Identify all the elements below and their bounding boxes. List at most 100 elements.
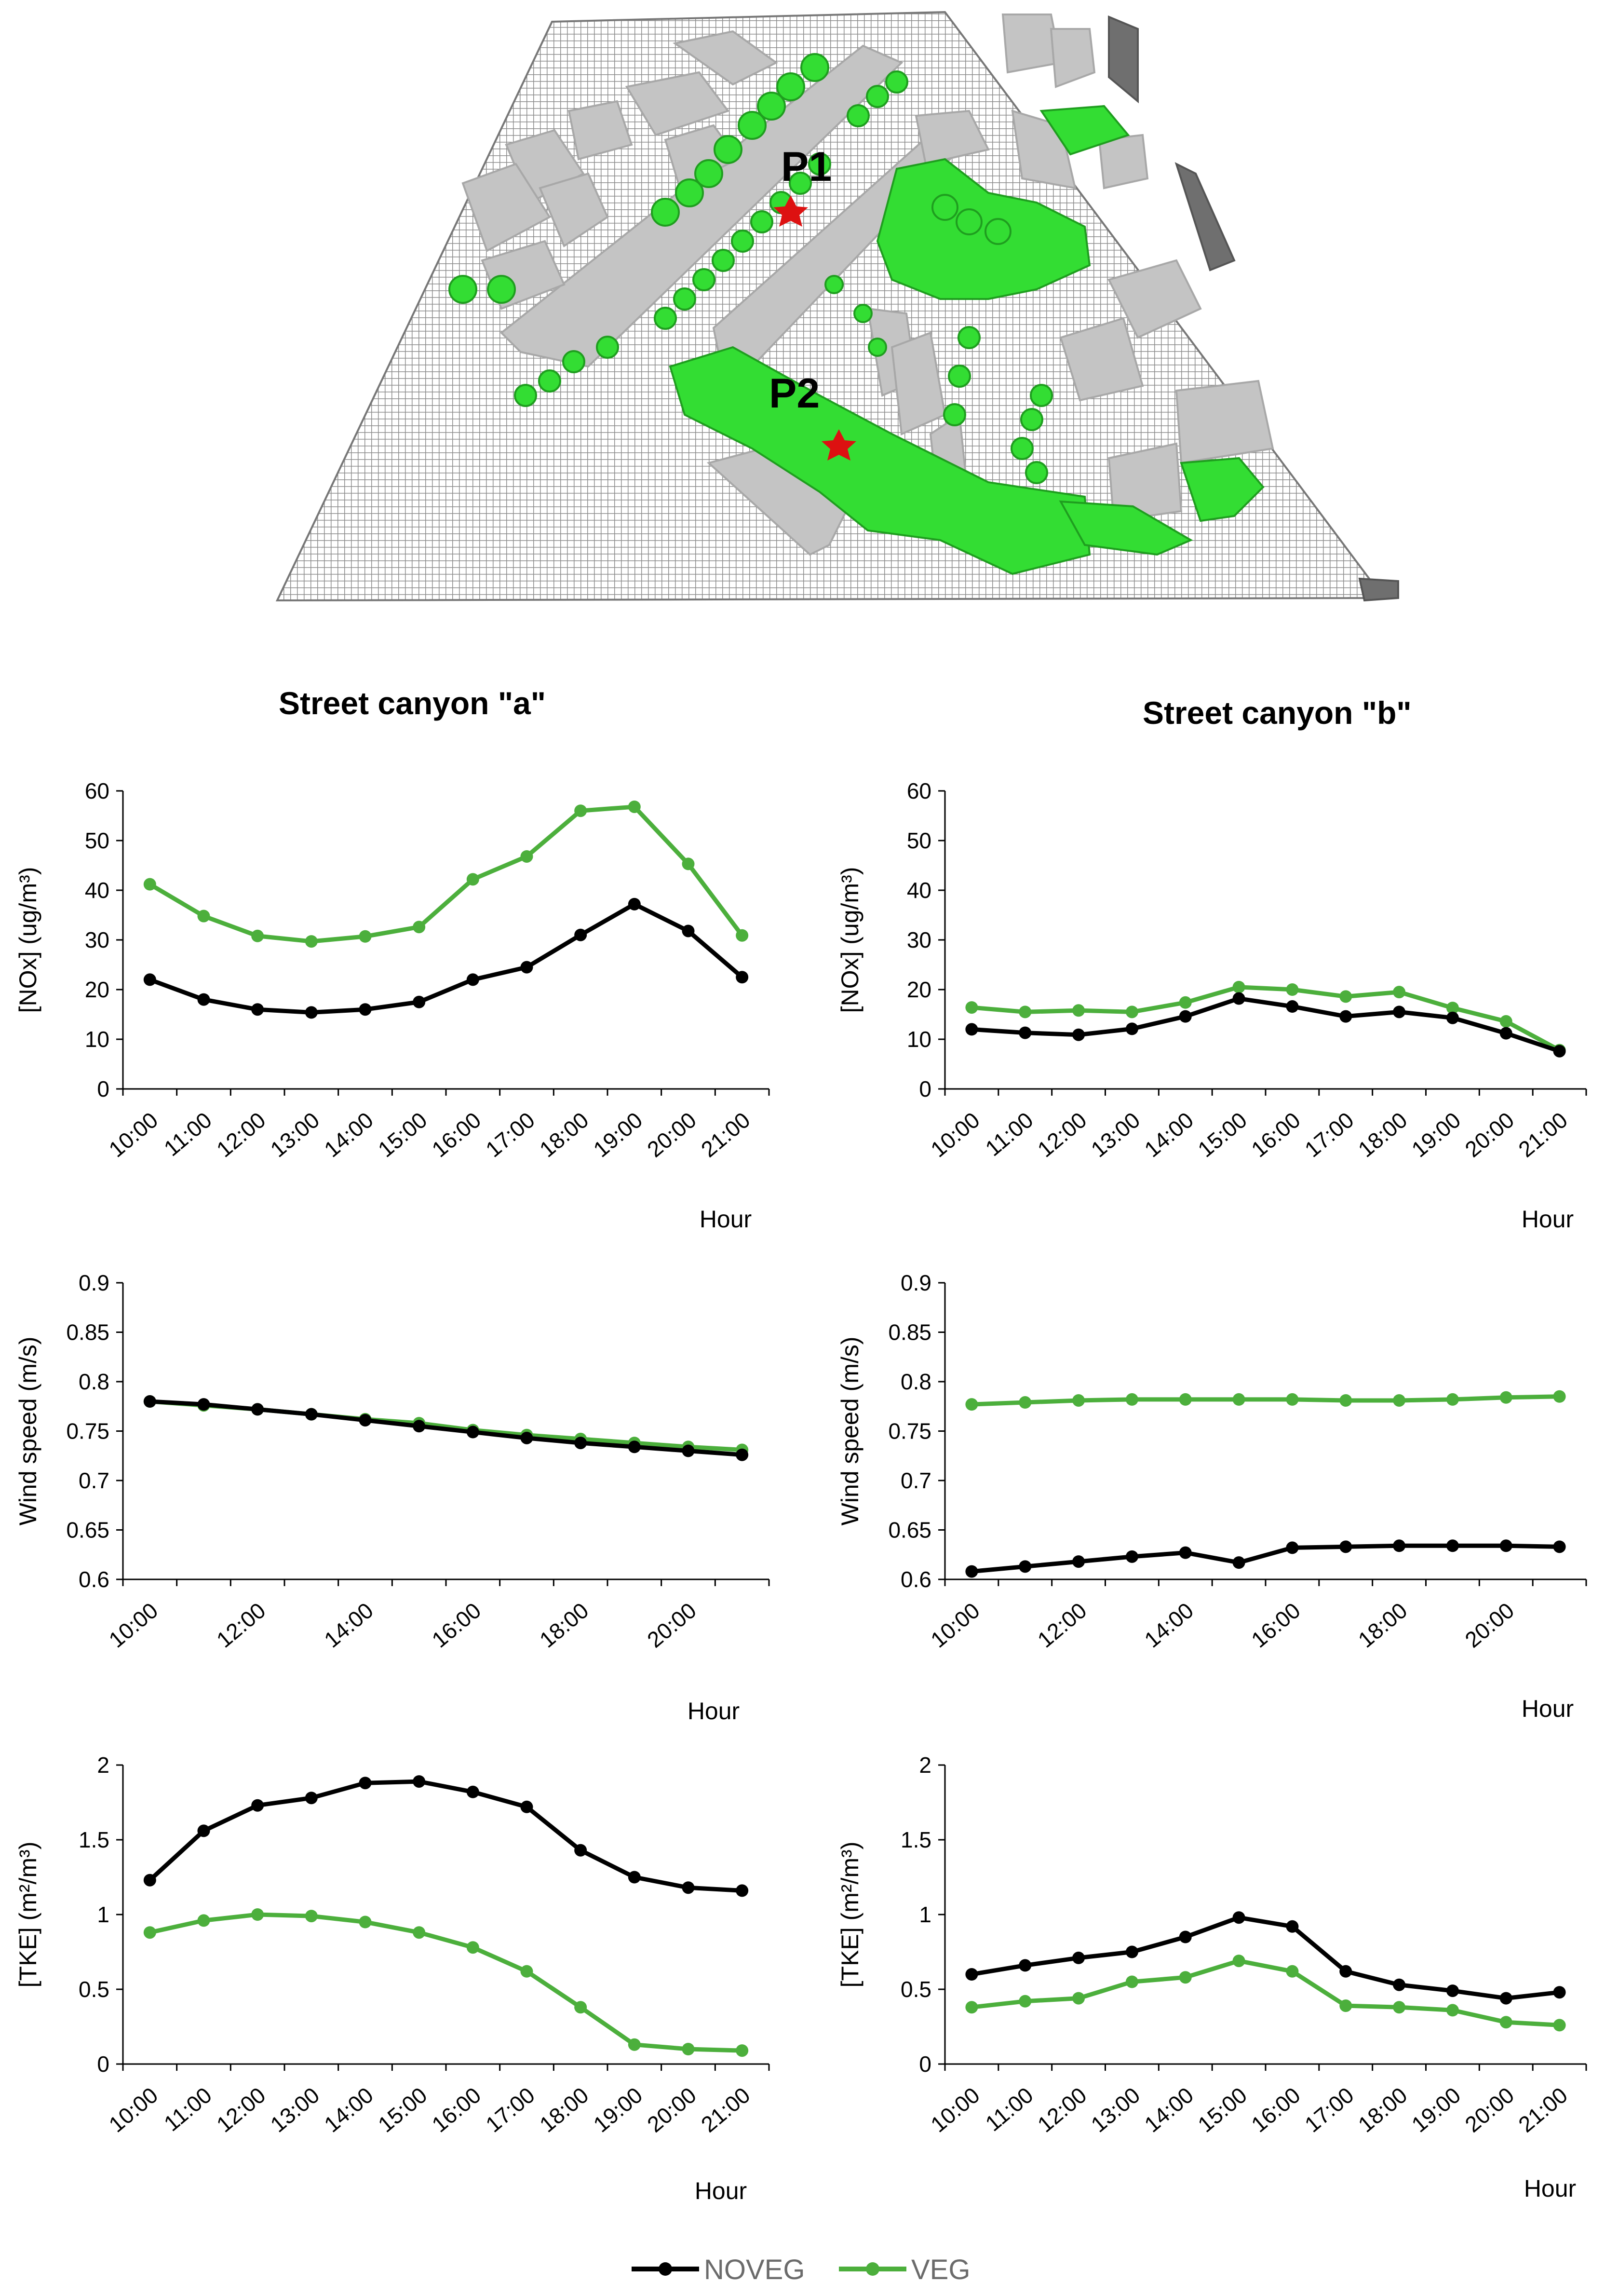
y-tick-label: 0.75 [888,1419,931,1444]
data-point-noveg [1446,1011,1459,1024]
x-tick-label: 18:00 [1353,1598,1412,1653]
x-tick-label: 13:00 [266,2082,324,2137]
data-point-veg [965,1398,978,1411]
x-tick-label: 11:00 [981,2082,1038,2136]
x-tick-label: 20:00 [1460,1107,1519,1162]
data-point-veg [1339,1394,1352,1407]
x-tick-label: 10:00 [104,1107,163,1162]
series-line-noveg [971,1915,1560,2001]
data-point-veg [628,2038,641,2051]
data-point-veg [520,850,533,863]
data-point-noveg [574,1844,587,1857]
series-line-veg [971,1958,1560,2027]
x-tick-label: 10:00 [104,1598,163,1653]
x-tick-label: 19:00 [1407,2082,1466,2137]
data-point-noveg [682,924,695,937]
data-point-noveg [1393,1539,1406,1552]
x-tick-label: 12:00 [1033,1598,1092,1653]
legend-noveg-marker [659,2262,672,2276]
x-tick-label: 12:00 [212,1598,270,1653]
y-axis-title: Wind speed (m/s) [14,1337,41,1526]
y-tick-label: 30 [907,927,931,952]
x-tick-label: 11:00 [159,1107,216,1161]
data-point-veg [1072,1992,1085,2005]
x-tick-label: 11:00 [981,1107,1038,1161]
x-tick-label: 17:00 [1300,1107,1359,1162]
data-point-veg [1286,983,1299,996]
y-tick-label: 0.6 [901,1567,931,1592]
x-tick-label: 10:00 [104,2082,163,2137]
y-tick-label: 0.9 [79,1270,109,1295]
series-line-veg [148,804,744,944]
data-point-noveg [305,1408,318,1421]
data-point-veg [305,935,318,948]
x-tick-label: 21:00 [1513,2082,1572,2137]
data-point-noveg [1393,1978,1406,1991]
data-point-veg [1446,1002,1459,1015]
x-tick-label: 16:00 [427,1107,486,1162]
data-point-veg [1072,1394,1085,1407]
legend-noveg-label: NOVEG [704,2254,805,2285]
data-point-veg [1232,1955,1245,1968]
y-tick-label: 0.85 [888,1320,931,1345]
y-tick-label: 10 [907,1027,931,1052]
x-tick-label: 14:00 [319,1598,378,1653]
data-point-noveg [466,973,479,986]
x-tick-label: 14:00 [1140,1107,1199,1162]
chart-tke_b: 00.511.5210:0011:0012:0013:0014:0015:001… [836,1753,1587,2202]
data-point-veg [1339,1999,1352,2012]
y-tick-label: 50 [85,828,109,853]
x-tick-label: 15:00 [373,1107,432,1162]
series-line-veg [971,1394,1560,1407]
x-tick-label: 20:00 [642,2082,701,2137]
x-tick-label: 17:00 [481,1107,539,1162]
y-tick-label: 0.65 [66,1518,109,1543]
data-point-veg [574,2001,587,2014]
data-point-noveg [143,1395,156,1408]
data-point-noveg [965,1565,978,1578]
x-tick-label: 12:00 [1033,2082,1092,2137]
series-line-noveg [148,1779,742,1893]
data-point-noveg [197,1398,210,1411]
data-point-noveg [1072,1028,1085,1041]
data-point-noveg [1019,1959,1032,1972]
marker-p2-label: P2 [769,370,820,417]
data-point-veg [1232,980,1245,993]
data-point-veg [1179,996,1192,1009]
x-tick-label: 15:00 [373,2082,432,2137]
data-point-veg [143,1926,156,1939]
data-point-noveg [628,1871,641,1884]
x-tick-label: 11:00 [159,2082,216,2136]
x-tick-label: 10:00 [926,1107,985,1162]
y-tick-label: 1 [97,1902,109,1927]
series-line-veg [971,985,1561,1052]
data-point-noveg [143,973,156,986]
series-line-noveg [149,1399,742,1457]
x-tick-label: 18:00 [535,2082,593,2137]
data-point-noveg [1232,992,1245,1005]
data-point-noveg [1553,1045,1566,1058]
data-point-noveg [736,1448,749,1461]
y-tick-label: 0.65 [888,1518,931,1543]
data-point-noveg [1286,1541,1299,1554]
y-tick-label: 40 [85,878,109,903]
x-axis-title: Hour [1522,1206,1574,1233]
x-tick-label: 16:00 [427,2082,486,2137]
data-point-noveg [1339,1540,1352,1553]
data-point-veg [1393,1394,1406,1407]
x-tick-label: 19:00 [1407,1107,1466,1162]
data-point-noveg [466,1785,479,1798]
data-point-veg [520,1965,533,1978]
data-point-noveg [965,1023,978,1036]
data-point-veg [1125,1975,1138,1988]
data-point-noveg [413,1420,426,1433]
x-axis-title: Hour [688,1698,740,1725]
data-point-noveg [251,1403,264,1416]
data-point-noveg [413,995,426,1008]
data-point-noveg [197,993,210,1006]
data-point-noveg [520,1800,533,1813]
data-point-noveg [736,971,749,984]
x-tick-label: 15:00 [1193,1107,1252,1162]
x-axis-title: Hour [695,2177,747,2204]
data-point-veg [305,1910,318,1923]
